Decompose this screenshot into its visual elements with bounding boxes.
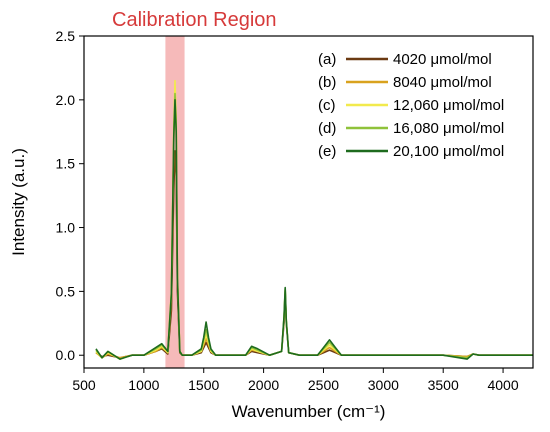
- legend-tag: (d): [318, 120, 336, 137]
- legend-label: 12,060 μmol/mol: [393, 97, 504, 114]
- legend-tag: (c): [318, 97, 336, 114]
- y-axis-ticks: 0.0 0.5 1.0 1.5 2.0 2.5: [56, 28, 84, 363]
- x-tick-label: 4000: [487, 377, 518, 393]
- y-tick-label: 0.0: [56, 347, 76, 363]
- x-tick-label: 3000: [368, 377, 399, 393]
- y-tick-label: 0.5: [56, 283, 76, 299]
- x-axis-ticks: 500 1000 1500 2000 2500 3000 3500 4000: [72, 368, 519, 393]
- legend-label: 20,100 μmol/mol: [393, 143, 504, 160]
- legend-tag: (b): [318, 74, 336, 91]
- legend-label: 16,080 μmol/mol: [393, 120, 504, 137]
- y-axis-title: Intensity (a.u.): [9, 148, 28, 256]
- legend-tag: (e): [318, 143, 336, 160]
- series-line-e: [95, 99, 533, 360]
- x-tick-label: 2000: [248, 377, 279, 393]
- legend-label: 4020 μmol/mol: [393, 51, 492, 68]
- calibration-region-band: [165, 36, 185, 368]
- x-tick-label: 1000: [128, 377, 159, 393]
- y-tick-label: 1.5: [56, 156, 76, 172]
- plot-frame: [83, 35, 534, 369]
- x-axis-title: Wavenumber (cm⁻¹): [232, 402, 386, 421]
- legend-tag: (a): [318, 51, 336, 68]
- legend: (a) 4020 μmol/mol (b) 8040 μmol/mol (c) 12,06…: [318, 51, 504, 160]
- series-layer: [95, 79, 533, 360]
- y-tick-label: 2.5: [56, 28, 76, 44]
- x-tick-label: 2500: [308, 377, 339, 393]
- x-tick-label: 3500: [428, 377, 459, 393]
- y-tick-label: 1.0: [56, 220, 76, 236]
- y-tick-label: 2.0: [56, 92, 76, 108]
- legend-label: 8040 μmol/mol: [393, 74, 492, 91]
- x-tick-label: 500: [72, 377, 96, 393]
- x-tick-label: 1500: [188, 377, 219, 393]
- series-line-a: [95, 150, 533, 359]
- calibration-region-label: Calibration Region: [112, 9, 277, 31]
